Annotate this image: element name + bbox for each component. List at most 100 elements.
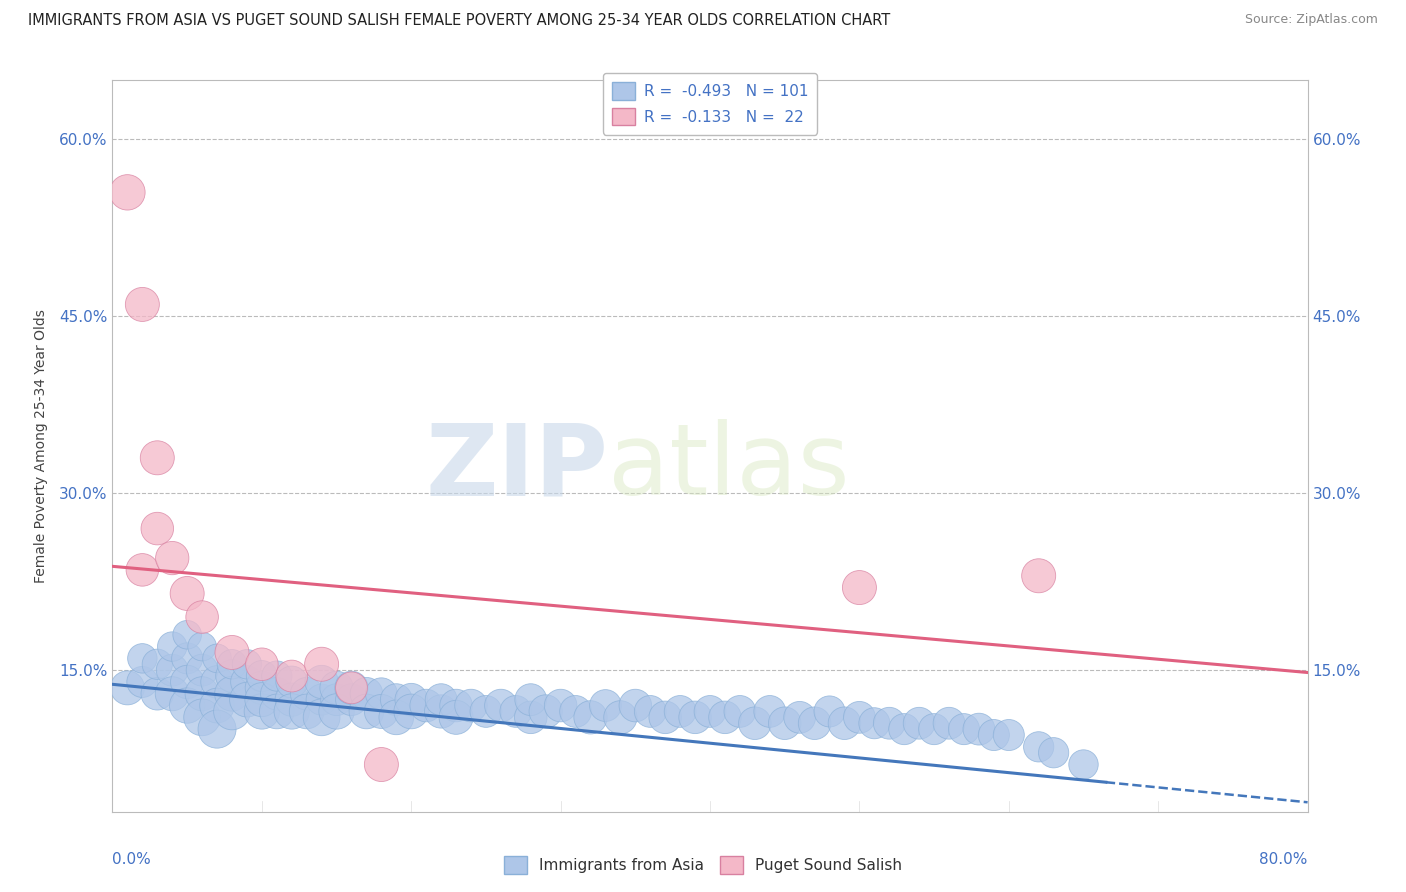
- Point: [281, 692, 304, 706]
- Point: [281, 669, 304, 683]
- Point: [430, 692, 453, 706]
- Point: [191, 640, 214, 654]
- Point: [191, 610, 214, 624]
- Point: [714, 710, 737, 724]
- Point: [162, 663, 183, 677]
- Point: [564, 705, 586, 719]
- Text: IMMIGRANTS FROM ASIA VS PUGET SOUND SALISH FEMALE POVERTY AMONG 25-34 YEAR OLDS : IMMIGRANTS FROM ASIA VS PUGET SOUND SALI…: [28, 13, 890, 29]
- Point: [489, 698, 512, 713]
- Point: [744, 716, 766, 731]
- Point: [131, 563, 153, 577]
- Legend: R =  -0.493   N = 101, R =  -0.133   N =  22: R = -0.493 N = 101, R = -0.133 N = 22: [603, 73, 817, 135]
- Text: ZIP: ZIP: [426, 419, 609, 516]
- Point: [550, 698, 572, 713]
- Point: [595, 698, 617, 713]
- Point: [893, 722, 915, 736]
- Point: [311, 675, 333, 690]
- Point: [879, 716, 901, 731]
- Point: [131, 675, 153, 690]
- Point: [311, 657, 333, 672]
- Point: [191, 663, 214, 677]
- Point: [221, 645, 243, 659]
- Point: [221, 687, 243, 701]
- Point: [162, 551, 183, 566]
- Point: [848, 581, 870, 595]
- Point: [953, 722, 976, 736]
- Point: [505, 705, 527, 719]
- Point: [250, 657, 273, 672]
- Point: [250, 681, 273, 695]
- Text: 0.0%: 0.0%: [112, 852, 152, 867]
- Point: [922, 722, 945, 736]
- Point: [340, 692, 363, 706]
- Point: [908, 716, 931, 731]
- Point: [759, 705, 782, 719]
- Point: [205, 675, 228, 690]
- Point: [370, 705, 392, 719]
- Point: [295, 705, 318, 719]
- Point: [221, 705, 243, 719]
- Point: [250, 705, 273, 719]
- Point: [266, 705, 288, 719]
- Point: [295, 687, 318, 701]
- Point: [699, 705, 721, 719]
- Point: [848, 710, 870, 724]
- Point: [191, 687, 214, 701]
- Point: [385, 710, 408, 724]
- Point: [1028, 739, 1050, 754]
- Point: [475, 705, 498, 719]
- Point: [1028, 568, 1050, 582]
- Point: [131, 651, 153, 665]
- Point: [401, 692, 423, 706]
- Point: [356, 705, 378, 719]
- Point: [983, 728, 1005, 742]
- Point: [236, 657, 259, 672]
- Point: [131, 297, 153, 311]
- Point: [221, 657, 243, 672]
- Point: [236, 675, 259, 690]
- Point: [1042, 746, 1064, 760]
- Point: [444, 698, 467, 713]
- Point: [281, 705, 304, 719]
- Y-axis label: Female Poverty Among 25-34 Year Olds: Female Poverty Among 25-34 Year Olds: [34, 309, 48, 583]
- Point: [281, 675, 304, 690]
- Point: [520, 692, 543, 706]
- Text: atlas: atlas: [609, 419, 851, 516]
- Point: [640, 705, 662, 719]
- Point: [863, 716, 886, 731]
- Point: [162, 687, 183, 701]
- Point: [266, 687, 288, 701]
- Point: [967, 722, 990, 736]
- Point: [520, 710, 543, 724]
- Point: [311, 710, 333, 724]
- Point: [146, 657, 169, 672]
- Point: [250, 692, 273, 706]
- Point: [683, 710, 706, 724]
- Point: [176, 628, 198, 642]
- Point: [340, 681, 363, 695]
- Point: [609, 710, 631, 724]
- Point: [191, 710, 214, 724]
- Point: [654, 710, 676, 724]
- Point: [728, 705, 751, 719]
- Point: [250, 669, 273, 683]
- Point: [325, 681, 347, 695]
- Point: [938, 716, 960, 731]
- Point: [624, 698, 647, 713]
- Text: 80.0%: 80.0%: [1260, 852, 1308, 867]
- Point: [117, 186, 139, 200]
- Point: [205, 651, 228, 665]
- Point: [236, 692, 259, 706]
- Point: [311, 692, 333, 706]
- Point: [266, 669, 288, 683]
- Point: [579, 710, 602, 724]
- Point: [221, 669, 243, 683]
- Text: Source: ZipAtlas.com: Source: ZipAtlas.com: [1244, 13, 1378, 27]
- Point: [401, 705, 423, 719]
- Point: [385, 692, 408, 706]
- Point: [803, 716, 825, 731]
- Point: [205, 722, 228, 736]
- Point: [415, 698, 437, 713]
- Point: [146, 450, 169, 465]
- Point: [325, 705, 347, 719]
